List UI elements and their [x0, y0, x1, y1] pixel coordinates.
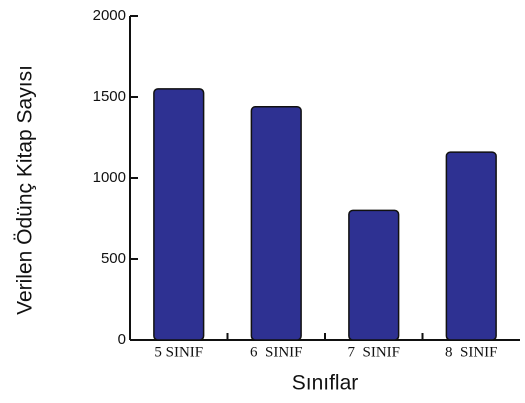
chart: Verilen Ödünç Kitap Sayısı Sınıflar 0 500…: [0, 0, 525, 403]
x-tick-label: 8 SINIF: [445, 344, 498, 360]
x-axis-label: Sınıflar: [292, 372, 359, 395]
x-tick-label: 5 SINIF: [154, 344, 203, 360]
y-tick-label: 2000: [93, 7, 126, 24]
y-tick-label: 1000: [93, 169, 126, 186]
bar: [349, 210, 399, 340]
bar: [446, 152, 496, 340]
bar: [154, 89, 204, 340]
y-tick-label: 0: [118, 331, 126, 348]
y-tick-label: 1500: [93, 88, 126, 105]
y-axis-label: Verilen Ödünç Kitap Sayısı: [14, 65, 37, 315]
x-tick-label: 7 SINIF: [347, 344, 400, 360]
x-tick-label: 6 SINIF: [250, 344, 303, 360]
bar: [251, 107, 301, 340]
y-tick-label: 500: [101, 250, 126, 267]
